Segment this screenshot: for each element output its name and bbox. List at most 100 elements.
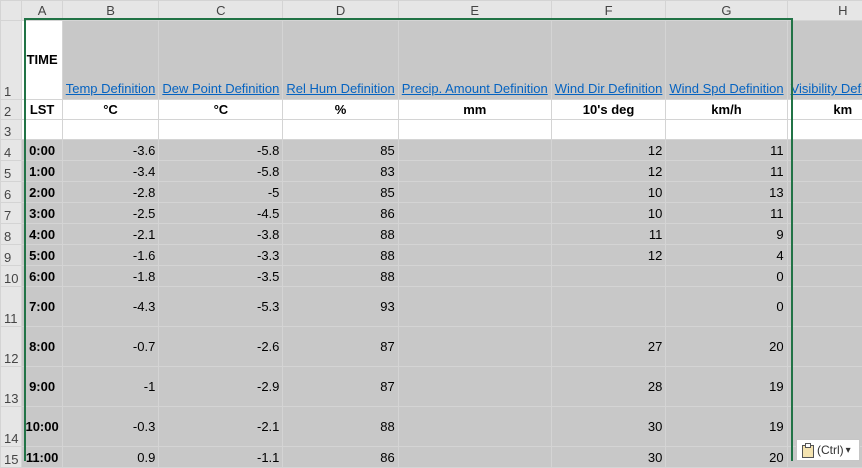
cell-precip[interactable] (397, 446, 552, 468)
cell-time[interactable]: 4:00 (21, 223, 63, 245)
empty-cell-vis[interactable] (786, 119, 862, 140)
cell-dew[interactable]: -5.8 (158, 160, 284, 182)
cell-wspd[interactable]: 20 (665, 446, 788, 468)
cell-wdir[interactable] (550, 265, 667, 287)
row-header-3[interactable]: 3 (0, 119, 23, 140)
row-header-9[interactable]: 9 (0, 244, 23, 266)
unit-cell-rh[interactable]: % (282, 99, 399, 120)
unit-cell-time[interactable]: LST (21, 99, 63, 120)
cell-dew[interactable]: -5 (158, 181, 284, 203)
cell-temp[interactable]: -3.6 (61, 139, 160, 161)
unit-cell-wspd[interactable]: km/h (665, 99, 788, 120)
empty-cell-precip[interactable] (397, 119, 552, 140)
column-header-b[interactable]: B (61, 0, 160, 21)
cell-rh[interactable]: 88 (282, 406, 399, 447)
cell-dew[interactable]: -2.6 (158, 326, 284, 367)
row-header-10[interactable]: 10 (0, 265, 23, 287)
row-header-6[interactable]: 6 (0, 181, 23, 203)
cell-temp[interactable]: -4.3 (61, 286, 160, 327)
empty-cell-dew[interactable] (158, 119, 284, 140)
cell-precip[interactable] (397, 326, 552, 367)
column-header-a[interactable]: A (21, 0, 63, 21)
cell-time[interactable]: 9:00 (21, 366, 63, 407)
row-header-7[interactable]: 7 (0, 202, 23, 224)
cell-time[interactable]: 2:00 (21, 181, 63, 203)
cell-precip[interactable] (397, 202, 552, 224)
column-header-e[interactable]: E (397, 0, 552, 21)
header-link-temp[interactable]: Temp Definition (65, 81, 156, 96)
cell-wspd[interactable]: 9 (665, 223, 788, 245)
header-cell-wspd[interactable]: Wind Spd Definition (665, 20, 788, 100)
cell-temp[interactable]: -3.4 (61, 160, 160, 182)
cell-wspd[interactable]: 11 (665, 160, 788, 182)
cell-wspd[interactable]: 0 (665, 265, 788, 287)
cell-rh[interactable]: 88 (282, 265, 399, 287)
header-cell-precip[interactable]: Precip. Amount Definition (397, 20, 552, 100)
cell-dew[interactable]: -2.1 (158, 406, 284, 447)
row-header-2[interactable]: 2 (0, 99, 23, 120)
empty-cell-rh[interactable] (282, 119, 399, 140)
header-cell-time[interactable]: TIME (21, 20, 63, 100)
cell-precip[interactable] (397, 223, 552, 245)
cell-wdir[interactable]: 30 (550, 446, 667, 468)
cell-vis[interactable]: 24.1 (786, 202, 862, 224)
cell-dew[interactable]: -5.8 (158, 139, 284, 161)
empty-cell-wdir[interactable] (550, 119, 667, 140)
select-all-corner[interactable] (0, 0, 23, 21)
column-header-c[interactable]: C (158, 0, 284, 21)
cell-wdir[interactable]: 12 (550, 244, 667, 266)
cell-precip[interactable] (397, 181, 552, 203)
cell-temp[interactable]: -1.8 (61, 265, 160, 287)
header-link-precip[interactable]: Precip. Amount Definition (401, 81, 548, 96)
cell-vis[interactable]: 24.1 (786, 181, 862, 203)
row-header-8[interactable]: 8 (0, 223, 23, 245)
cell-temp[interactable]: -0.7 (61, 326, 160, 367)
column-header-g[interactable]: G (665, 0, 788, 21)
cell-wspd[interactable]: 19 (665, 406, 788, 447)
paste-options-button[interactable]: (Ctrl) ▾ (796, 439, 860, 461)
cell-rh[interactable]: 93 (282, 286, 399, 327)
cell-wspd[interactable]: 11 (665, 202, 788, 224)
cell-temp[interactable]: -0.3 (61, 406, 160, 447)
cell-wdir[interactable]: 11 (550, 223, 667, 245)
cell-time[interactable]: 1:00 (21, 160, 63, 182)
header-cell-wdir[interactable]: Wind Dir Definition (550, 20, 667, 100)
unit-cell-temp[interactable]: °C (61, 99, 160, 120)
column-header-f[interactable]: F (550, 0, 667, 21)
cell-time[interactable]: 5:00 (21, 244, 63, 266)
cell-rh[interactable]: 86 (282, 202, 399, 224)
cell-time[interactable]: 3:00 (21, 202, 63, 224)
unit-cell-dew[interactable]: °C (158, 99, 284, 120)
cell-wdir[interactable]: 10 (550, 181, 667, 203)
row-header-14[interactable]: 14 (0, 406, 23, 447)
cell-precip[interactable] (397, 139, 552, 161)
cell-vis[interactable]: 24.1 (786, 286, 862, 327)
cell-wspd[interactable]: 4 (665, 244, 788, 266)
cell-time[interactable]: 10:00 (21, 406, 63, 447)
cell-wspd[interactable]: 20 (665, 326, 788, 367)
empty-cell-temp[interactable] (61, 119, 160, 140)
cell-vis[interactable]: 24.1 (786, 160, 862, 182)
cell-time[interactable]: 8:00 (21, 326, 63, 367)
cell-wspd[interactable]: 0 (665, 286, 788, 327)
cell-wdir[interactable] (550, 286, 667, 327)
cell-dew[interactable]: -3.5 (158, 265, 284, 287)
cell-temp[interactable]: -2.5 (61, 202, 160, 224)
header-cell-dew[interactable]: Dew Point Definition (158, 20, 284, 100)
cell-rh[interactable]: 85 (282, 139, 399, 161)
cell-rh[interactable]: 87 (282, 326, 399, 367)
cell-wdir[interactable]: 12 (550, 160, 667, 182)
cell-wdir[interactable]: 28 (550, 366, 667, 407)
cell-dew[interactable]: -2.9 (158, 366, 284, 407)
row-header-1[interactable]: 1 (0, 20, 23, 100)
row-header-15[interactable]: 15 (0, 446, 23, 468)
cell-wdir[interactable]: 30 (550, 406, 667, 447)
row-header-12[interactable]: 12 (0, 326, 23, 367)
cell-temp[interactable]: -2.1 (61, 223, 160, 245)
row-header-5[interactable]: 5 (0, 160, 23, 182)
cell-precip[interactable] (397, 406, 552, 447)
cell-vis[interactable]: 24.1 (786, 139, 862, 161)
header-cell-temp[interactable]: Temp Definition (61, 20, 160, 100)
unit-cell-wdir[interactable]: 10's deg (550, 99, 667, 120)
cell-time[interactable]: 7:00 (21, 286, 63, 327)
